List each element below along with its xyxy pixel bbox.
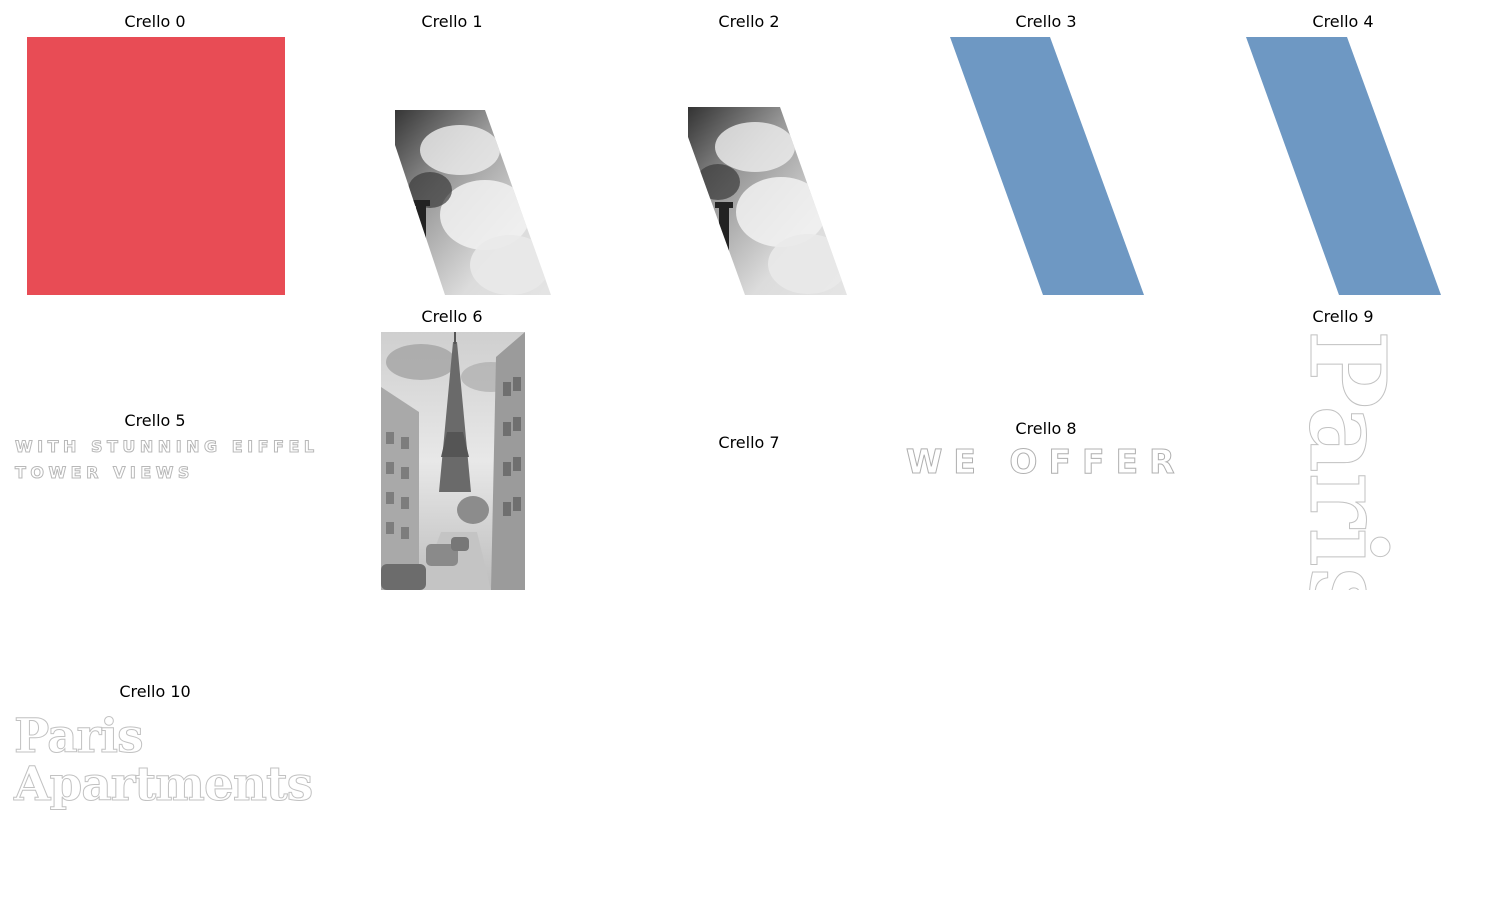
we-offer-heading: WE OFFER	[906, 442, 1186, 482]
panel-title-7: Crello 7	[718, 433, 780, 452]
panel-title-8: Crello 8	[1015, 419, 1077, 438]
eiffel-tower-street-photo	[381, 332, 525, 590]
panel-title-9: Crello 9	[1312, 307, 1374, 326]
red-square	[27, 37, 285, 295]
panel-title-10: Crello 10	[119, 682, 191, 701]
heading-line-1: Paris	[13, 709, 144, 764]
panel-title-5: Crello 5	[124, 411, 186, 430]
panel-title-6: Crello 6	[421, 307, 483, 326]
panel-title-2: Crello 2	[718, 12, 780, 31]
tagline-text: WITH STUNNING EIFFEL TOWER VIEWS	[15, 434, 319, 486]
heading-line-2: Apartments	[13, 757, 313, 812]
cloud-photo-parallelogram-1	[395, 110, 551, 295]
panel-title-0: Crello 0	[124, 12, 186, 31]
panel-title-3: Crello 3	[1015, 12, 1077, 31]
paris-apartments-heading: Paris Apartments	[13, 709, 313, 812]
cloud-photo-parallelogram-2	[688, 107, 847, 295]
blue-stripe-4	[1246, 37, 1441, 295]
panel-title-1: Crello 1	[421, 12, 483, 31]
tagline-line-2: TOWER VIEWS	[15, 463, 194, 483]
panel-title-4: Crello 4	[1312, 12, 1374, 31]
vertical-paris-text: Paris	[1300, 332, 1396, 590]
vertical-paris-wrap: Paris	[1300, 332, 1396, 590]
tagline-line-1: WITH STUNNING EIFFEL	[15, 437, 319, 457]
blue-stripe-3	[950, 37, 1144, 295]
